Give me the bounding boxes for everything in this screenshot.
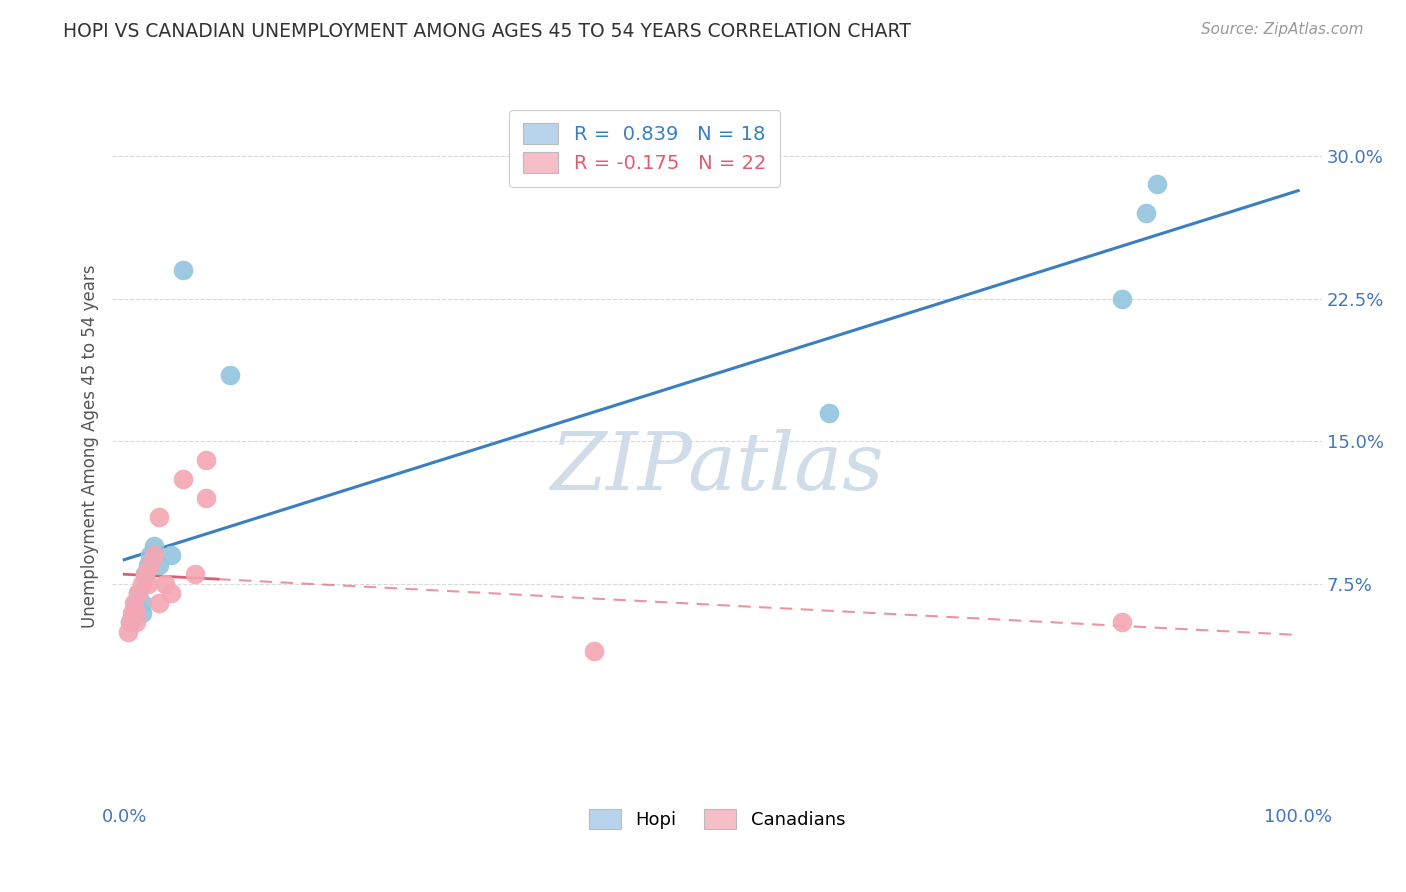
Point bbox=[817, 406, 839, 420]
Point bbox=[136, 577, 159, 591]
Y-axis label: Unemployment Among Ages 45 to 54 years: Unemployment Among Ages 45 to 54 years bbox=[80, 264, 98, 628]
Point bbox=[131, 577, 153, 591]
Point bbox=[120, 615, 142, 629]
Point bbox=[125, 615, 148, 629]
Point bbox=[160, 549, 183, 563]
Point bbox=[218, 368, 240, 382]
Text: Source: ZipAtlas.com: Source: ZipAtlas.com bbox=[1201, 22, 1364, 37]
Point bbox=[122, 606, 145, 620]
Legend: Hopi, Canadians: Hopi, Canadians bbox=[582, 802, 852, 837]
Text: ZIPatlas: ZIPatlas bbox=[550, 429, 884, 506]
Point bbox=[1111, 292, 1133, 306]
Point bbox=[582, 643, 605, 657]
Point bbox=[125, 596, 148, 610]
Point bbox=[148, 510, 170, 524]
Point bbox=[131, 606, 153, 620]
Text: HOPI VS CANADIAN UNEMPLOYMENT AMONG AGES 45 TO 54 YEARS CORRELATION CHART: HOPI VS CANADIAN UNEMPLOYMENT AMONG AGES… bbox=[63, 22, 911, 41]
Point bbox=[121, 606, 143, 620]
Point bbox=[155, 577, 177, 591]
Point bbox=[142, 549, 165, 563]
Point bbox=[134, 567, 156, 582]
Point bbox=[117, 624, 139, 639]
Point bbox=[125, 606, 148, 620]
Point bbox=[1111, 615, 1133, 629]
Point bbox=[139, 558, 162, 572]
Point bbox=[120, 615, 142, 629]
Point bbox=[136, 558, 159, 572]
Point bbox=[139, 549, 162, 563]
Point bbox=[172, 472, 194, 486]
Point bbox=[127, 586, 149, 600]
Point bbox=[172, 263, 194, 277]
Point bbox=[148, 596, 170, 610]
Point bbox=[1146, 178, 1168, 192]
Point bbox=[134, 567, 156, 582]
Point bbox=[183, 567, 205, 582]
Point bbox=[148, 558, 170, 572]
Point bbox=[131, 596, 153, 610]
Point bbox=[127, 586, 149, 600]
Point bbox=[195, 491, 218, 506]
Point bbox=[160, 586, 183, 600]
Point bbox=[1135, 206, 1157, 220]
Point bbox=[142, 539, 165, 553]
Point bbox=[195, 453, 218, 467]
Point bbox=[122, 596, 145, 610]
